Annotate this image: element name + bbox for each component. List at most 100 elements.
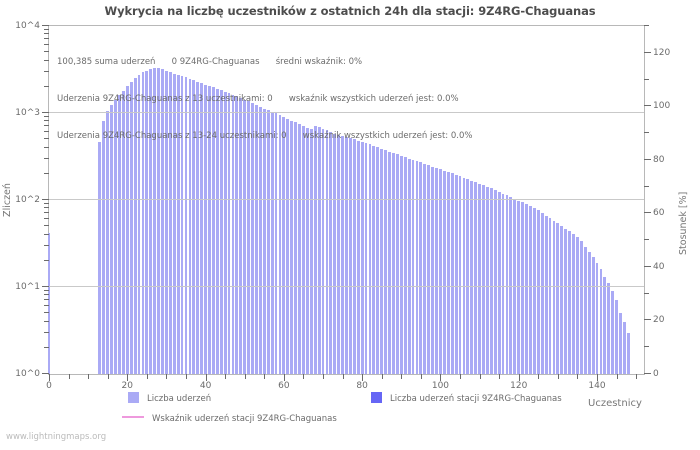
bar bbox=[544, 215, 548, 374]
x-axis-tick-label: 80 bbox=[356, 381, 368, 391]
bar bbox=[364, 143, 368, 374]
y-axis-right-tick bbox=[644, 78, 649, 80]
bar bbox=[227, 93, 231, 374]
chart-annotations: 100,385 suma uderzeń 0 9Z4RG-Chaguanas ś… bbox=[57, 31, 472, 167]
bar bbox=[215, 88, 219, 374]
bar bbox=[110, 105, 114, 374]
y-axis-right-tick-label: 40 bbox=[653, 261, 665, 272]
y-axis-left-minor-tick bbox=[44, 233, 49, 235]
watermark: www.lightningmaps.org bbox=[6, 432, 107, 442]
bar bbox=[200, 83, 204, 374]
bar bbox=[121, 90, 125, 374]
bar bbox=[337, 134, 341, 374]
bar bbox=[192, 80, 196, 374]
bar bbox=[309, 129, 313, 374]
y-axis-left-minor-tick bbox=[44, 70, 49, 72]
bar bbox=[626, 332, 630, 374]
bar bbox=[356, 140, 360, 374]
x-axis-tick-label: 40 bbox=[199, 381, 212, 391]
gridline bbox=[49, 286, 644, 287]
bar bbox=[568, 231, 572, 374]
bar bbox=[302, 125, 305, 374]
bar bbox=[321, 128, 325, 374]
y-axis-right-tick bbox=[644, 212, 651, 214]
bar bbox=[376, 147, 380, 374]
y-axis-right-tick bbox=[644, 105, 651, 107]
bar bbox=[329, 131, 333, 374]
bar bbox=[341, 135, 344, 374]
x-axis-tick bbox=[146, 374, 148, 379]
bar bbox=[180, 75, 184, 374]
bar bbox=[556, 223, 560, 374]
bar bbox=[442, 170, 446, 374]
bar bbox=[184, 76, 188, 374]
bar bbox=[587, 252, 591, 374]
bar bbox=[615, 300, 618, 374]
bar bbox=[282, 116, 286, 374]
legend-item-liczba-uderzen[interactable]: Liczba uderzeń bbox=[128, 392, 211, 404]
bar bbox=[458, 176, 462, 374]
x-axis-tick bbox=[166, 374, 168, 379]
bar bbox=[172, 73, 176, 374]
bar bbox=[208, 85, 211, 374]
legend-swatch-icon bbox=[371, 392, 382, 403]
y-axis-left-minor-tick bbox=[44, 59, 49, 61]
bar bbox=[583, 246, 587, 374]
bar bbox=[529, 206, 532, 374]
y-axis-left-tick bbox=[42, 286, 49, 287]
x-axis-tick-label: 120 bbox=[510, 381, 528, 391]
bar bbox=[517, 200, 521, 374]
x-axis-tick-label: 60 bbox=[278, 381, 290, 391]
y-axis-right-tick-label: 100 bbox=[653, 101, 671, 112]
y-axis-left-minor-tick bbox=[44, 51, 49, 53]
legend-item-wskaznik-uderzen-stacji[interactable]: Wskaźnik uderzeń stacji 9Z4RG-Chaguanas bbox=[122, 414, 337, 424]
bar bbox=[591, 257, 595, 374]
bar bbox=[133, 78, 137, 374]
y-axis-left-minor-tick bbox=[44, 38, 49, 40]
bar bbox=[462, 177, 466, 374]
x-axis-tick bbox=[225, 374, 227, 379]
y-axis-left-minor-tick bbox=[44, 131, 49, 133]
y-axis-left-minor-tick bbox=[44, 259, 49, 261]
annotation-line-1: 100,385 suma uderzeń 0 9Z4RG-Chaguanas ś… bbox=[57, 56, 363, 67]
x-axis-tick bbox=[323, 374, 324, 379]
y-axis-left-minor-tick bbox=[44, 212, 49, 214]
x-axis-tick bbox=[107, 374, 109, 379]
legend-item-liczba-uderzen-stacji[interactable]: Liczba uderzeń stacji 9Z4RG-Chaguanas bbox=[371, 392, 562, 404]
bar bbox=[258, 106, 262, 374]
bar bbox=[536, 210, 540, 374]
legend-swatch-icon bbox=[128, 392, 139, 403]
y-axis-left-minor-tick bbox=[44, 207, 49, 209]
bar bbox=[552, 220, 556, 374]
x-axis-tick bbox=[68, 374, 70, 379]
bar bbox=[489, 188, 493, 374]
y-axis-left-tick bbox=[42, 25, 49, 26]
y-axis-left-tick-label: 10^0 bbox=[15, 369, 40, 379]
bar bbox=[427, 165, 431, 374]
y-axis-left-minor-tick bbox=[44, 202, 49, 204]
bar bbox=[395, 154, 399, 374]
bar bbox=[243, 99, 247, 374]
bar bbox=[532, 208, 536, 374]
x-axis-tick bbox=[381, 374, 383, 379]
bar bbox=[407, 158, 411, 374]
bar bbox=[548, 218, 552, 374]
bar bbox=[251, 103, 254, 374]
bar-series-liczba-uderzen bbox=[47, 26, 644, 374]
bar bbox=[294, 122, 297, 374]
bar bbox=[623, 321, 626, 374]
bar bbox=[145, 70, 149, 374]
annotation-line-3: Uderzenia 9Z4RG-Chaguanas z 13-24 uczest… bbox=[57, 131, 473, 142]
bar bbox=[102, 121, 106, 374]
x-axis-title: Uczestnicy bbox=[588, 398, 642, 409]
bar bbox=[211, 87, 215, 374]
x-axis-tick bbox=[460, 374, 462, 379]
gridline bbox=[49, 112, 644, 113]
bar bbox=[607, 283, 611, 374]
bar bbox=[231, 94, 235, 374]
y-axis-left-tick bbox=[42, 112, 49, 113]
y-axis-left-tick-label: 10^4 bbox=[15, 21, 40, 31]
bar bbox=[223, 91, 227, 374]
bar bbox=[415, 161, 419, 374]
gridline bbox=[49, 199, 644, 200]
